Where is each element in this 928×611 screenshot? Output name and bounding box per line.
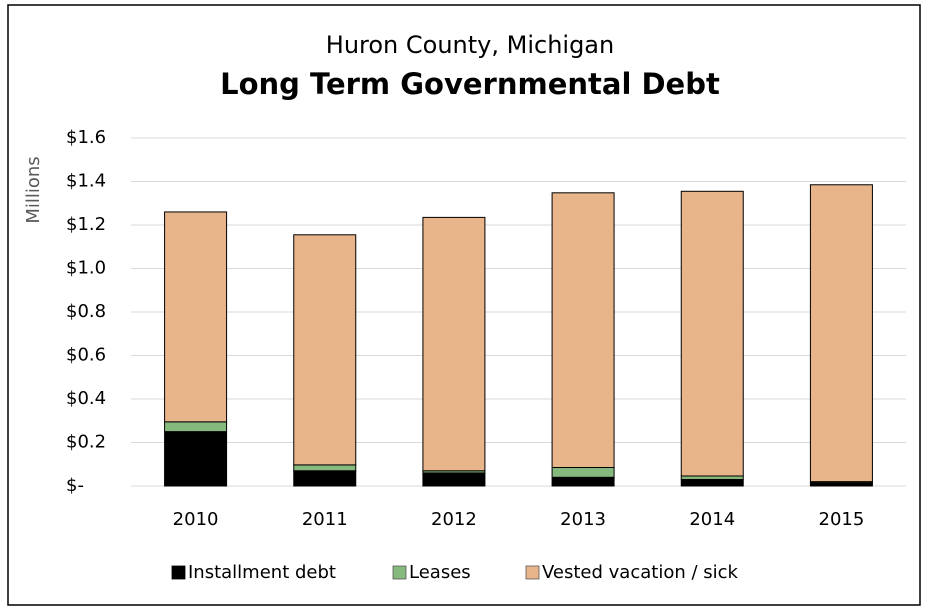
- legend-swatch: [525, 565, 540, 580]
- x-tick-label: 2012: [431, 509, 477, 530]
- x-tick-label: 2011: [302, 509, 348, 530]
- chart-subtitle: Long Term Governmental Debt: [220, 67, 720, 101]
- bar-segment: [164, 431, 228, 487]
- legend-label: Installment debt: [188, 562, 336, 583]
- y-tick-label: $0.6: [66, 345, 106, 366]
- x-tick-label: 2015: [819, 509, 865, 530]
- bar-segment: [164, 421, 228, 433]
- legend-label: Leases: [409, 562, 471, 583]
- bar-segment: [551, 476, 615, 487]
- bar-segment: [422, 472, 486, 487]
- y-tick-label: $1.0: [66, 258, 106, 279]
- y-tick-label: $1.4: [66, 171, 106, 192]
- y-tick-label: $0.4: [66, 388, 106, 409]
- bar-segment: [680, 478, 744, 487]
- chart-title: Huron County, Michigan: [326, 31, 614, 59]
- x-tick-label: 2010: [173, 509, 219, 530]
- bar-segment: [293, 464, 357, 472]
- bar-segment: [809, 184, 873, 483]
- bar-segment: [680, 475, 744, 480]
- bar-segment: [422, 216, 486, 472]
- bar-segment: [164, 211, 228, 423]
- bar-segment: [680, 190, 744, 477]
- y-tick-label: $1.2: [66, 214, 106, 235]
- bar-segment: [551, 467, 615, 478]
- bar-segment: [551, 192, 615, 469]
- y-tick-label: $0.2: [66, 432, 106, 453]
- bar-segment: [293, 234, 357, 466]
- legend-swatch: [392, 565, 407, 580]
- bar-segment: [293, 470, 357, 487]
- x-tick-label: 2014: [689, 509, 735, 530]
- y-tick-label: $-: [66, 475, 84, 496]
- y-tick-label: $0.8: [66, 301, 106, 322]
- y-axis-label: Millions: [23, 156, 44, 223]
- y-tick-label: $1.6: [66, 127, 106, 148]
- legend-label: Vested vacation / sick: [542, 562, 739, 583]
- x-tick-label: 2013: [560, 509, 606, 530]
- legend-swatch: [171, 565, 186, 580]
